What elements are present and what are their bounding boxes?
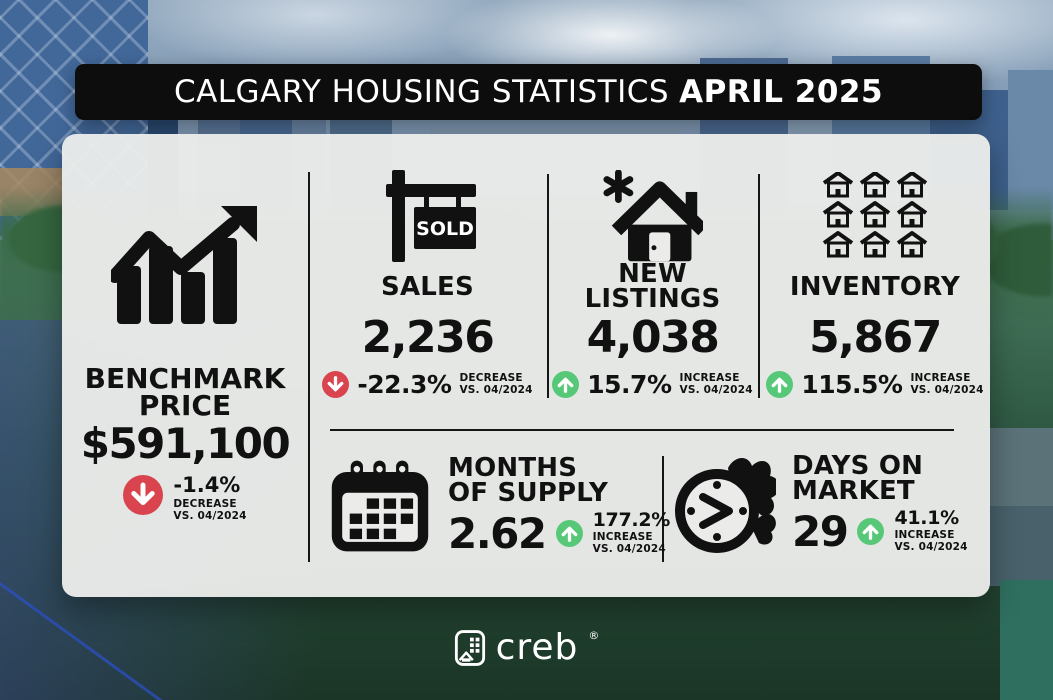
- days-on-market-section: DAYS ON MARKET 29 41.1% INCREASE VS. 04/…: [672, 451, 968, 558]
- new-listings-change-word: INCREASE: [679, 371, 740, 384]
- benchmark-change-vs: VS. 04/2024: [173, 509, 247, 522]
- sold-sign-text: SOLD: [416, 218, 474, 240]
- divider-vertical: [758, 174, 760, 398]
- suburban-house: [988, 428, 1053, 506]
- footer-brand: creb ®: [0, 628, 1053, 668]
- sales-change-caption: DECREASE VS. 04/2024: [459, 371, 533, 397]
- clock-on-fire-icon: [672, 454, 776, 558]
- new-listings-value: 4,038: [586, 312, 720, 363]
- days-on-market-change: 41.1% INCREASE VS. 04/2024: [894, 509, 967, 554]
- months-supply-change-vs: VS. 04/2024: [592, 543, 666, 556]
- stats-card: BENCHMARK PRICE $591,100 -1.4% DECREASE …: [62, 134, 990, 597]
- registered-trademark: ®: [588, 629, 600, 642]
- sales-label-line1: SALES: [381, 271, 474, 302]
- sales-change: -22.3% DECREASE VS. 04/2024: [322, 370, 532, 399]
- inventory-value: 5,867: [809, 312, 942, 363]
- inventory-section: INVENTORY 5,867 115.5% INCREASE VS. 04/2…: [758, 170, 992, 399]
- days-on-market-change-word: INCREASE: [894, 529, 955, 542]
- benchmark-change-word: DECREASE: [173, 498, 237, 511]
- months-supply-change-pct: 177.2%: [592, 509, 671, 532]
- months-of-supply-section: MONTHS OF SUPPLY 2.62 177.2% INCREASE VS…: [328, 453, 670, 556]
- months-supply-label: MONTHS OF SUPPLY: [448, 453, 609, 508]
- calendar-icon: [328, 456, 432, 556]
- creb-house-logo-icon: [454, 630, 485, 666]
- days-on-market-change-vs: VS. 04/2024: [894, 541, 968, 554]
- new-listings-change: 15.7% INCREASE VS. 04/2024: [552, 370, 753, 399]
- days-on-market-change-pct: 41.1%: [894, 507, 959, 530]
- circle-arrow-down-icon: [123, 475, 164, 516]
- new-listings-label-line1: NEW: [618, 259, 687, 290]
- months-supply-value: 2.62: [448, 508, 547, 558]
- months-supply-label-line2: OF SUPPLY: [448, 477, 609, 508]
- banner-title-emphasis: APRIL 2025: [679, 74, 884, 110]
- days-on-market-label-line2: MARKET: [792, 475, 915, 506]
- benchmark-change-pct: -1.4%: [173, 473, 241, 498]
- benchmark-price-section: BENCHMARK PRICE $591,100 -1.4% DECREASE …: [62, 168, 308, 523]
- benchmark-label: BENCHMARK PRICE: [84, 362, 286, 422]
- sold-sign-icon: SOLD: [378, 170, 478, 262]
- brand-name: creb: [495, 627, 579, 668]
- sales-change-word: DECREASE: [459, 371, 523, 384]
- new-listings-change-pct: 15.7%: [587, 370, 672, 399]
- days-on-market-label-line1: DAYS ON: [792, 451, 924, 481]
- benchmark-label-line2: PRICE: [138, 388, 232, 422]
- teal-foliage: [1000, 580, 1053, 700]
- new-listings-change-vs: VS. 04/2024: [679, 383, 753, 396]
- new-house-burst-icon: [602, 170, 703, 262]
- new-listings-change-caption: INCREASE VS. 04/2024: [679, 371, 753, 397]
- inventory-label-line1: INVENTORY: [789, 271, 961, 302]
- banner-title: CALGARY HOUSING STATISTICS: [173, 74, 670, 110]
- divider-vertical: [662, 456, 664, 562]
- divider-vertical: [308, 172, 310, 562]
- circle-arrow-down-icon: [322, 371, 350, 398]
- months-supply-change: 177.2% INCREASE VS. 04/2024: [592, 509, 671, 556]
- sales-value: 2,236: [361, 312, 495, 363]
- months-supply-label-line1: MONTHS: [448, 453, 578, 483]
- inventory-change: 115.5% INCREASE VS. 04/2024: [766, 370, 983, 399]
- inventory-change-word: INCREASE: [910, 371, 971, 384]
- days-on-market-label: DAYS ON MARKET: [792, 451, 924, 506]
- sales-label: SALES: [381, 262, 474, 312]
- days-on-market-value: 29: [792, 506, 849, 556]
- benchmark-change: -1.4% DECREASE VS. 04/2024: [123, 475, 246, 523]
- days-on-market-value-row: 29 41.1% INCREASE VS. 04/2024: [792, 509, 968, 554]
- trend-bar-chart-icon: [111, 204, 259, 324]
- circle-arrow-up-icon: [766, 371, 794, 398]
- sales-change-vs: VS. 04/2024: [459, 383, 533, 396]
- new-listings-label-line2: LISTINGS: [584, 284, 721, 314]
- sales-change-pct: -22.3%: [357, 370, 452, 399]
- inventory-label: INVENTORY: [790, 262, 960, 312]
- house-grid-3x3-icon: [823, 170, 927, 262]
- circle-arrow-up-icon: [857, 518, 885, 546]
- circle-arrow-up-icon: [552, 371, 580, 398]
- inventory-change-vs: VS. 04/2024: [910, 383, 984, 396]
- suburban-house: [988, 506, 1053, 586]
- divider-vertical: [547, 174, 549, 398]
- divider-horizontal: [330, 429, 954, 431]
- benchmark-value: $591,100: [80, 419, 291, 469]
- inventory-change-caption: INCREASE VS. 04/2024: [910, 371, 984, 397]
- sales-section: SOLD SALES 2,236 -22.3% DECREASE VS. 04/…: [308, 170, 547, 399]
- circle-arrow-up-icon: [555, 520, 583, 548]
- new-listings-section: NEW LISTINGS 4,038 15.7% INCREASE VS. 04…: [547, 170, 758, 399]
- months-supply-change-word: INCREASE: [592, 531, 653, 544]
- title-banner: CALGARY HOUSING STATISTICS APRIL 2025: [75, 64, 982, 120]
- inventory-change-pct: 115.5%: [801, 370, 903, 399]
- new-listings-label: NEW LISTINGS: [584, 259, 721, 314]
- months-supply-value-row: 2.62 177.2% INCREASE VS. 04/2024: [448, 511, 670, 556]
- benchmark-label-line1: BENCHMARK: [84, 362, 286, 395]
